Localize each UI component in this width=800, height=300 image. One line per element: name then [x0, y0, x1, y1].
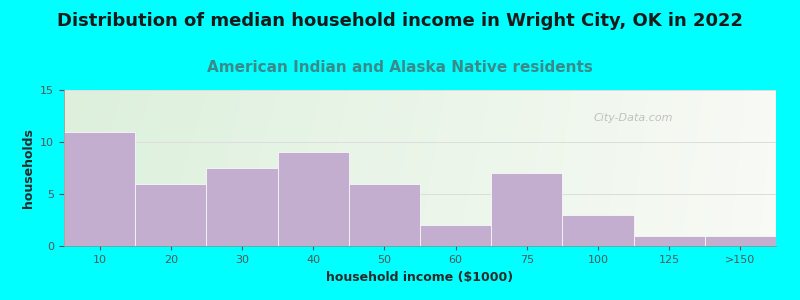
- Bar: [562, 215, 634, 246]
- Bar: [420, 225, 491, 246]
- Y-axis label: households: households: [22, 128, 34, 208]
- Bar: [634, 236, 705, 246]
- Bar: [206, 168, 278, 246]
- Text: City-Data.com: City-Data.com: [594, 113, 674, 123]
- Bar: [64, 132, 135, 246]
- Text: American Indian and Alaska Native residents: American Indian and Alaska Native reside…: [207, 60, 593, 75]
- Bar: [135, 184, 206, 246]
- Bar: [278, 152, 349, 246]
- Bar: [491, 173, 562, 246]
- Bar: [349, 184, 420, 246]
- X-axis label: household income ($1000): household income ($1000): [326, 271, 514, 284]
- Text: Distribution of median household income in Wright City, OK in 2022: Distribution of median household income …: [57, 12, 743, 30]
- Bar: [705, 236, 776, 246]
